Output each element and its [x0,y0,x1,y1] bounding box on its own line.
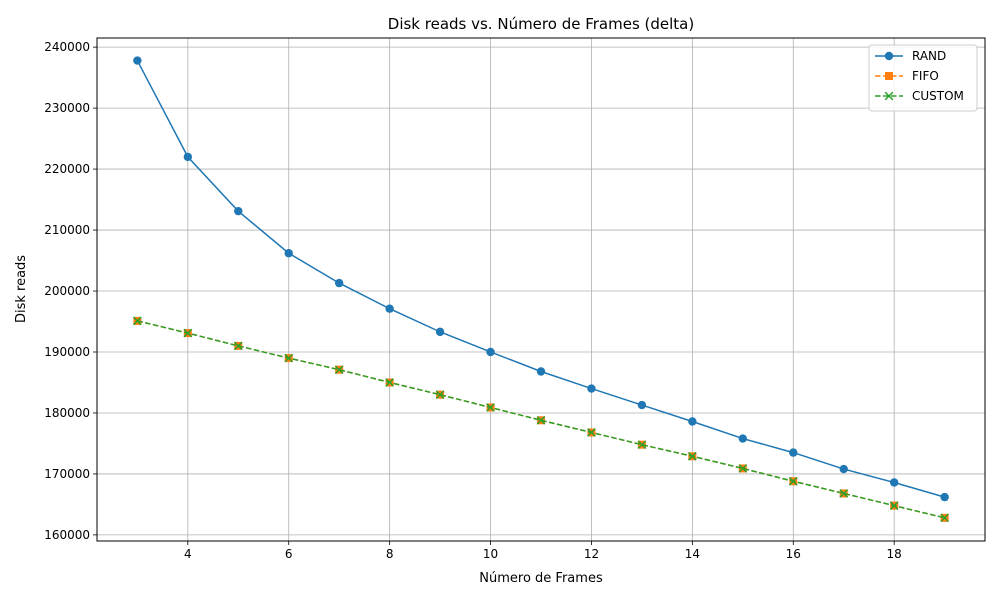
x-tick-label: 18 [887,547,902,561]
data-point-custom [587,428,596,437]
data-point-rand [587,384,596,393]
data-point-custom [889,501,899,510]
x-tick-label: 16 [786,547,801,561]
data-point-rand [133,56,142,65]
data-point-rand [940,492,949,502]
data-point-rand [839,464,848,474]
data-point-rand [789,448,798,457]
x-axis-label: Número de Frames [479,571,603,586]
data-point-rand [688,417,697,426]
y-tick-label: 190000 [44,345,90,359]
y-tick-label: 220000 [44,162,90,176]
data-point-custom [688,451,697,461]
data-point-rand [183,152,193,162]
y-tick-label: 240000 [44,40,90,54]
legend-marker-fifo [885,72,893,80]
data-point-rand [536,367,546,376]
y-tick-label: 230000 [44,101,90,115]
data-point-custom [233,341,243,351]
data-point-rand [284,249,293,258]
y-tick-label: 180000 [44,406,90,420]
data-point-custom [738,464,748,473]
series-rand [133,56,949,502]
x-tick-label: 14 [685,547,700,561]
data-point-custom [839,489,849,498]
data-point-custom [435,390,445,400]
x-tick-label: 10 [483,547,498,561]
series-custom [133,316,949,523]
x-tick-label: 6 [285,547,293,561]
y-tick-label: 210000 [44,223,90,237]
plot-frame [96,37,986,542]
data-point-custom [385,378,394,387]
legend-label-custom: CUSTOM [912,89,964,103]
x-tick-label: 8 [386,547,394,561]
y-axis: 160000 170000 180000 190000 200000 210000 2200… [44,40,97,542]
data-point-custom [183,328,193,338]
data-point-custom [940,513,949,523]
data-point-custom [486,403,495,412]
legend: RAND FIFO CUSTOM [868,44,978,112]
data-point-custom [637,440,647,449]
legend-item-custom: CUSTOM [875,89,964,103]
legend-box [868,44,978,112]
data-point-rand [435,327,445,337]
data-point-custom [133,316,142,326]
legend-item-rand: RAND [875,49,946,63]
y-tick-label: 200000 [44,284,90,298]
series-layer [133,56,949,523]
data-point-rand [334,278,344,288]
legend-item-fifo: FIFO [875,69,939,83]
x-axis: 4 6 8 10 12 14 16 18 [184,541,902,561]
data-point-custom [284,353,294,363]
legend-marker-custom [884,91,894,101]
y-tick-label: 160000 [44,528,90,542]
x-tick-label: 4 [184,547,192,561]
data-point-custom [536,415,546,425]
y-tick-label: 170000 [44,467,90,481]
series-line-custom [137,320,945,519]
legend-marker-rand [884,51,894,61]
legend-label-rand: RAND [912,49,946,63]
data-point-rand [234,206,243,216]
data-point-rand [385,304,394,313]
legend-label-fifo: FIFO [912,69,939,83]
data-point-custom [334,365,344,375]
chart-title: Disk reads vs. Número de Frames (delta) [388,15,694,33]
x-tick-label: 12 [584,547,599,561]
data-point-rand [486,347,495,357]
y-axis-label: Disk reads [14,255,29,323]
data-point-rand [637,400,647,410]
data-point-rand [889,478,899,487]
data-point-custom [788,476,798,486]
grid [97,38,985,541]
data-point-rand [738,434,748,443]
